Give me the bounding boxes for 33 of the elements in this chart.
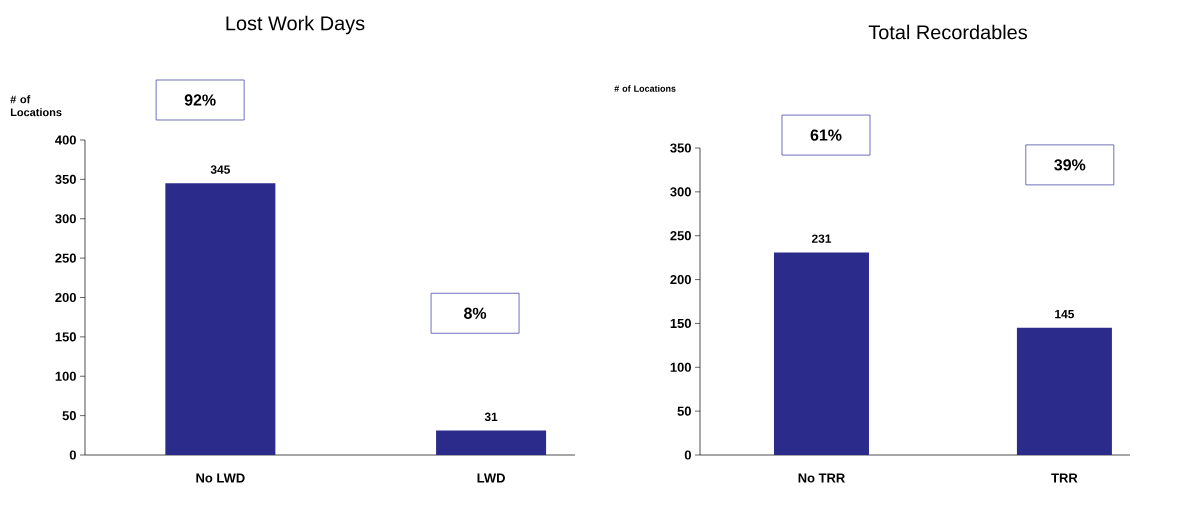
y-tick-label: 150: [670, 318, 691, 329]
chart-title: Total Recordables: [868, 24, 1027, 40]
y-tick-label: 0: [684, 450, 691, 460]
y-tick-label: 0: [69, 450, 76, 460]
y-tick-label: 400: [55, 135, 76, 145]
y-axis-title: # of Locations: [10, 95, 62, 117]
data-label: 345: [210, 165, 230, 174]
y-tick-label: 250: [670, 231, 691, 241]
y-tick-label: 200: [55, 292, 76, 303]
y-axis-title: # of Locations: [614, 85, 676, 92]
x-tick-label: No LWD: [196, 473, 245, 483]
data-label: 31: [484, 412, 498, 422]
y-tick-label: 50: [62, 411, 76, 421]
y-tick-label: 350: [55, 174, 76, 184]
data-label: 231: [811, 234, 832, 243]
x-tick-label: TRR: [1051, 473, 1078, 483]
text: 92%: [184, 94, 216, 106]
y-tick-label: 150: [55, 332, 76, 342]
y-tick-label: 100: [670, 362, 691, 372]
y-tick-label: 350: [670, 143, 691, 153]
y-tick-label: 300: [55, 214, 76, 224]
text: 61%: [810, 129, 842, 141]
data-label: 145: [1055, 309, 1075, 319]
x-tick-label: No TRR: [798, 473, 845, 483]
annotation: 8%: [464, 307, 487, 319]
y-tick-label: 200: [670, 274, 691, 285]
annotation: 39%: [1054, 159, 1086, 171]
x-tick-label: LWD: [477, 473, 505, 483]
y-tick-label: 100: [55, 371, 76, 381]
chart-title: Lost Work Days: [226, 15, 365, 35]
y-tick-label: 300: [670, 187, 691, 197]
y-tick-label: 250: [55, 253, 76, 263]
y-tick-label: 50: [677, 406, 691, 416]
